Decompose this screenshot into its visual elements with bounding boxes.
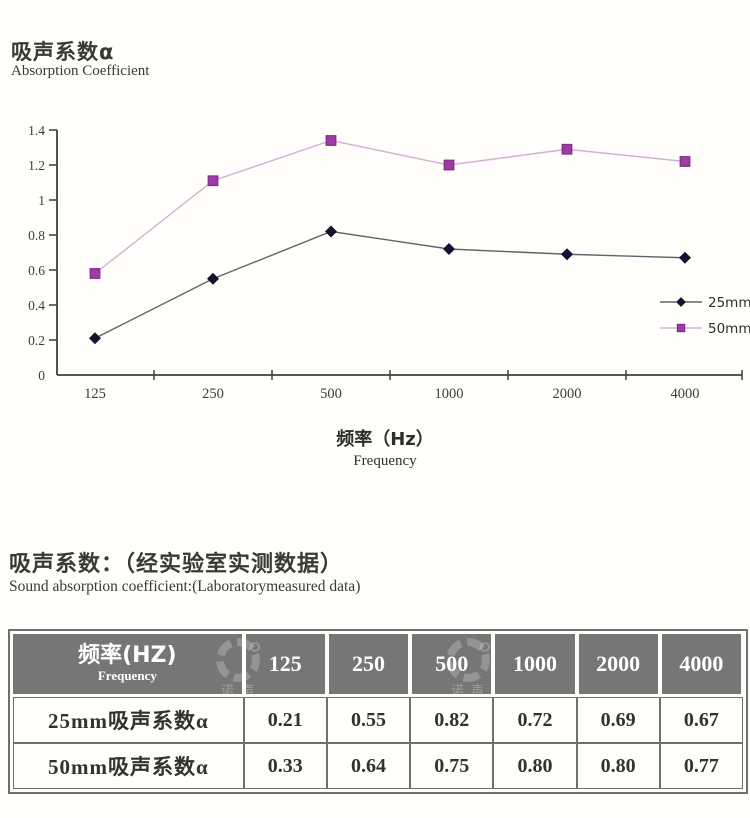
cell-50mm-1000: 0.80 [493, 743, 577, 789]
cell-25mm-2000: 0.69 [576, 697, 660, 743]
x-tick-label: 500 [320, 386, 342, 402]
row-label-50mm: 50mm吸声系数α [13, 743, 244, 789]
square-marker [679, 156, 691, 167]
square-marker [676, 323, 686, 333]
legend-label-0: 25mm厚 [708, 295, 750, 311]
table-header-frequency: 频率(HZ) Frequency [13, 634, 244, 694]
table-header-col-125: 125 [243, 634, 327, 694]
diamond-marker [442, 242, 456, 256]
square-marker [561, 143, 573, 155]
absorption-coefficient-chart: 0 0.2 0.4 0.6 0.8 1 1.2 1.4 125 250 500 1000 2000 400… [0, 115, 750, 415]
cell-50mm-4000: 0.77 [659, 743, 743, 789]
page-subtitle: Absorption Coefficient [11, 63, 150, 79]
table-header-frequency-en: Frequency [97, 668, 157, 684]
col-label: 250 [352, 651, 385, 676]
x-tick-label: 4000 [671, 386, 700, 402]
y-tick-label: 0 [38, 368, 45, 383]
table-row-25mm: 25mm吸声系数α 0.21 0.55 0.82 0.72 0.69 0.67 [13, 697, 743, 743]
table-header-frequency-zh: 频率(HZ) [78, 643, 177, 669]
cell-25mm-250: 0.55 [326, 697, 411, 743]
table-header-col-4000: 4000 [659, 634, 743, 694]
diamond-marker [676, 297, 686, 307]
cell-25mm-500: 0.82 [410, 697, 494, 743]
y-tick-label: 0.6 [28, 263, 45, 278]
col-label: 125 [268, 651, 302, 676]
table-header-col-1000: 1000 [493, 634, 577, 694]
diamond-marker [88, 332, 102, 345]
table-header-col-250: 250 [326, 634, 411, 694]
x-axis-title-zh: 频率（Hz） [336, 429, 434, 450]
col-label: 2000 [596, 651, 641, 676]
series-line-0 [94, 230, 686, 339]
section-title: 吸声系数：（经实验室实测数据） [9, 552, 344, 577]
table-row-50mm: 50mm吸声系数α 0.33 0.64 0.75 0.80 0.80 0.77 [13, 743, 743, 789]
cell-25mm-4000: 0.67 [659, 697, 743, 743]
table-header-col-2000: 2000 [576, 634, 660, 694]
diamond-marker [560, 248, 574, 261]
square-marker [325, 135, 337, 146]
row-label-25mm: 25mm吸声系数α [13, 697, 244, 743]
y-tick-label: 0.4 [28, 298, 45, 313]
diamond-marker [206, 272, 220, 285]
table-header-row: 频率(HZ) Frequency 125 250 500 1000 2000 4… [13, 634, 743, 699]
cell-50mm-250: 0.64 [326, 743, 411, 789]
cell-25mm-125: 0.21 [243, 697, 327, 743]
absorption-data-table: 频率(HZ) Frequency 125 250 500 1000 2000 4… [8, 629, 748, 794]
y-tick-label: 1.2 [28, 158, 45, 173]
page-title: 吸声系数α [11, 40, 115, 64]
legend-label-1: 50mm厚 [708, 321, 750, 337]
col-label: 1000 [512, 651, 557, 676]
col-label: 4000 [679, 651, 724, 676]
col-label: 500 [435, 651, 469, 676]
x-axis-title: 频率（Hz） Frequency [20, 425, 750, 470]
x-tick-label: 125 [84, 386, 106, 402]
y-tick-label: 0.2 [28, 333, 45, 348]
diamond-marker [678, 251, 692, 264]
x-tick-label: 250 [202, 386, 224, 402]
y-tick-label: 1.4 [28, 123, 45, 138]
square-marker [207, 175, 219, 187]
x-tick-label: 2000 [553, 386, 582, 402]
series-line-1 [94, 139, 686, 275]
diamond-marker [324, 225, 338, 238]
square-marker [89, 268, 101, 279]
x-axis-title-en: Frequency [353, 453, 417, 469]
x-tick-label: 1000 [435, 386, 464, 402]
cell-25mm-1000: 0.72 [493, 697, 577, 743]
chart-svg: 0 0.2 0.4 0.6 0.8 1 1.2 1.4 125 250 500 1000 2000 400… [28, 123, 750, 402]
cell-50mm-500: 0.75 [410, 743, 494, 789]
cell-50mm-125: 0.33 [243, 743, 327, 789]
square-marker [443, 159, 455, 171]
table-header-col-500: 500 [410, 634, 494, 694]
cell-50mm-2000: 0.80 [576, 743, 660, 789]
y-tick-label: 1 [38, 193, 45, 208]
section-subtitle: Sound absorption coefficient:(Laboratory… [9, 578, 361, 595]
y-tick-label: 0.8 [28, 228, 45, 243]
